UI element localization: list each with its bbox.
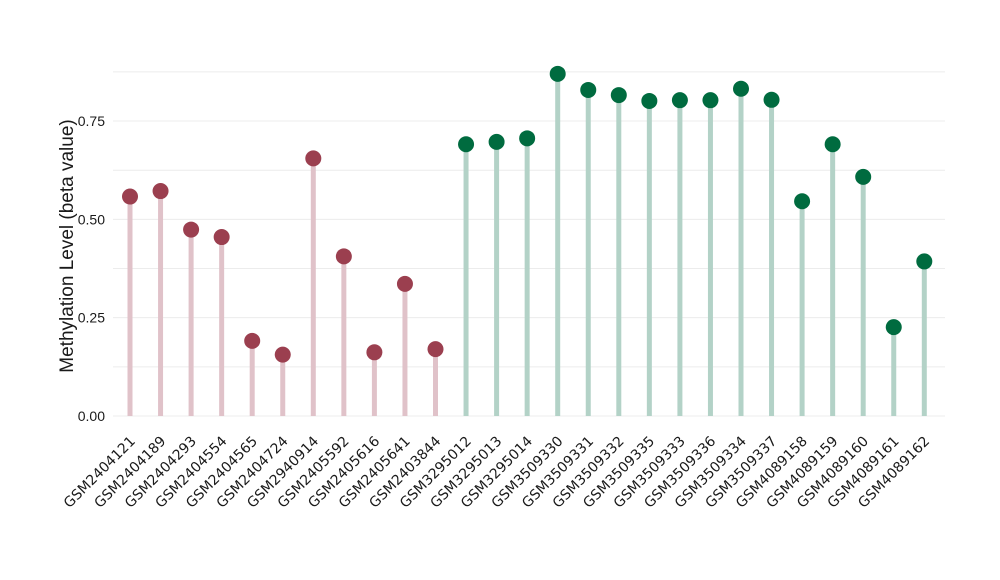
point-gsm3509330 [549,65,566,82]
point-gsm2404121 [122,188,138,205]
point-gsm3295012 [458,136,475,153]
point-gsm2403844 [427,341,444,358]
lollipop-points [122,65,933,363]
y-tick-label: 0.75 [78,113,105,129]
point-gsm4089161 [885,319,902,336]
point-gsm4089158 [794,193,811,210]
point-gsm2405592 [335,248,352,265]
lollipop-stems [127,73,927,416]
point-gsm4089159 [824,136,841,153]
y-axis-ticks: 0.00 0.25 0.50 0.75 [78,113,105,424]
point-gsm3509333 [671,92,688,109]
point-gsm3295013 [488,133,505,150]
x-axis-ticks: GSM2404121GSM2404189GSM2404293GSM2404554… [61,433,933,511]
point-gsm3509332 [610,87,627,104]
point-gsm2405616 [366,344,383,361]
point-gsm2404293 [183,221,200,238]
point-gsm2404554 [213,229,230,246]
point-gsm2940914 [305,150,322,167]
point-gsm2404565 [244,332,261,349]
point-gsm3509335 [641,92,658,109]
point-gsm4089162 [916,253,933,270]
y-tick-label: 0.50 [78,211,105,227]
point-gsm3509337 [763,91,780,108]
point-gsm2404724 [274,346,291,363]
y-axis-title: Methylation Level (beta value) [57,119,78,372]
point-gsm3509336 [702,92,719,109]
point-gsm2405641 [396,275,413,292]
point-gsm4089160 [855,168,872,185]
point-gsm2404189 [152,183,169,200]
point-gsm3509334 [733,80,749,97]
y-tick-label: 0.00 [78,408,105,424]
point-gsm3295014 [519,130,536,147]
y-tick-label: 0.25 [78,310,105,326]
point-gsm3509331 [580,81,597,98]
